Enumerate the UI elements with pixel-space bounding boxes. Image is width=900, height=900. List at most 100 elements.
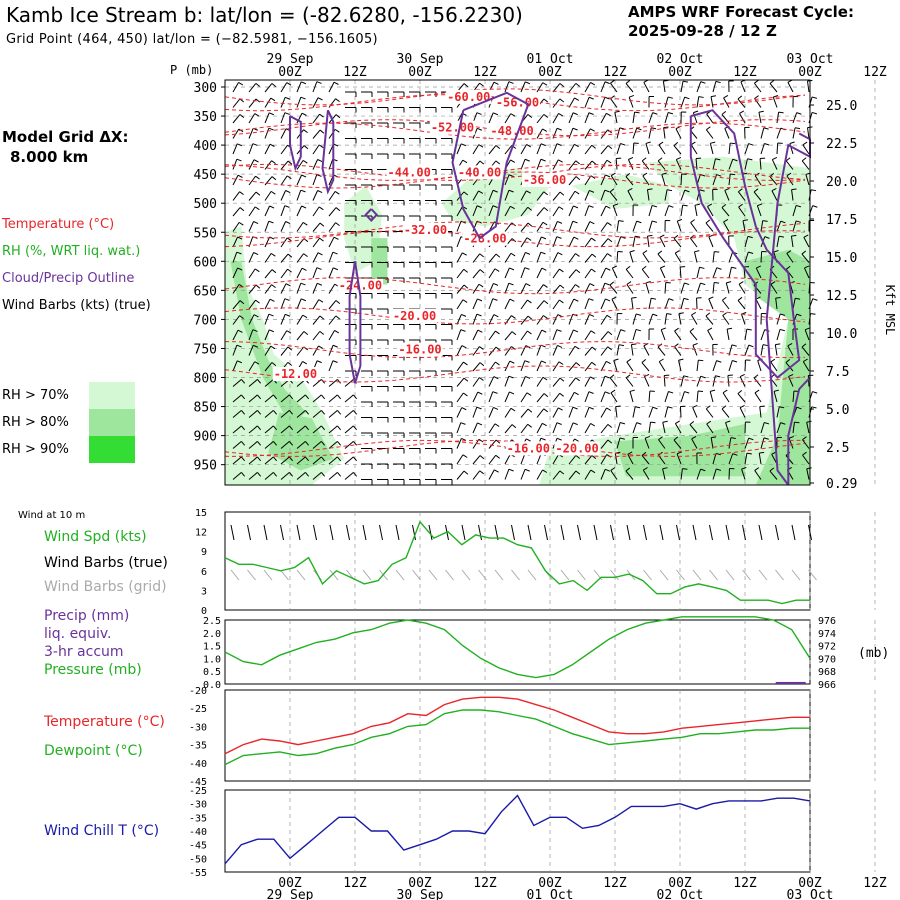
wind-barb	[312, 283, 318, 294]
wind-barb	[676, 220, 682, 232]
wind-barb	[472, 422, 478, 434]
wind-barb-flag	[463, 284, 469, 289]
wind-barb-flag	[742, 219, 749, 222]
temperature-contour-label: -32.00	[404, 223, 447, 237]
temperature-contour-label: -28.00	[463, 232, 506, 246]
surface-wind-barb	[775, 524, 779, 541]
wind-barb-flag	[318, 345, 324, 349]
wind-barb-flag	[661, 172, 667, 175]
wind-barb	[728, 437, 732, 449]
wind-barb-flag	[787, 343, 793, 347]
wind-barb	[472, 362, 481, 372]
wind-barb	[552, 159, 559, 170]
wind-barb-flag	[591, 346, 597, 351]
bottom-hour-label: 00Z	[278, 876, 302, 891]
wind-barb-flag	[607, 439, 613, 444]
wind-barb-flag	[607, 222, 612, 226]
wind-barb	[280, 298, 286, 310]
wind-barb-flag	[337, 394, 342, 400]
wind-barb-flag	[543, 207, 549, 212]
wind-barb-flag	[285, 221, 291, 225]
wind-barb-flag	[788, 435, 794, 439]
wind-barb	[264, 284, 272, 294]
wind-barb	[296, 441, 306, 449]
wind-barb	[675, 159, 682, 170]
wind-barb	[248, 345, 254, 356]
wind-barb-flag	[610, 79, 615, 84]
wind-barb	[504, 424, 513, 434]
wind-barb	[660, 329, 666, 341]
wind-barb-flag	[252, 143, 258, 146]
height-tick-label: 20.0	[826, 175, 857, 190]
wind-barb	[312, 252, 319, 263]
wind-barb	[296, 222, 304, 232]
wind-barb	[568, 83, 577, 93]
wind-barb-flag	[318, 299, 324, 303]
wind-barb-flag	[606, 407, 612, 411]
wind-barb-flag	[759, 405, 765, 408]
wind-barb	[758, 112, 762, 124]
wind-barb	[264, 314, 270, 325]
wind-barb-flag	[302, 314, 308, 319]
wind-barb	[680, 173, 683, 186]
wind-barb	[232, 345, 238, 356]
grid-wind-barb	[742, 569, 751, 581]
wind-barb	[600, 189, 606, 201]
wind-barb-flag	[721, 203, 727, 208]
height-tick-label: 25.0	[826, 99, 857, 114]
wind-barb-flag	[572, 406, 578, 410]
wind-chill-tick-label: -55	[189, 868, 207, 879]
wind-barb-flag	[284, 205, 290, 208]
wind-barb	[785, 455, 794, 465]
wind-barb-flag	[540, 143, 546, 147]
wind-barb-flag	[772, 156, 778, 160]
wind-barb	[680, 96, 686, 108]
wind-barb-flag	[463, 470, 469, 475]
wind-barb-flag	[607, 331, 613, 336]
wind-barb-flag	[241, 394, 246, 400]
wind-barb-flag	[239, 315, 244, 320]
wind-barb	[504, 391, 510, 403]
wind-barb	[312, 315, 321, 325]
wind-barb	[600, 145, 609, 155]
wind-barb-flag	[605, 267, 611, 271]
wind-barb	[737, 393, 746, 403]
wind-barb	[791, 189, 794, 201]
wind-barb-flag	[559, 191, 565, 196]
wind-barb	[725, 422, 730, 434]
wind-barb	[710, 96, 714, 108]
wind-barb-flag	[236, 158, 242, 162]
wind-barb-flag	[510, 159, 516, 163]
wind-barb-flag	[253, 314, 259, 318]
wind-barb	[806, 468, 810, 480]
top-hour-label: 00Z	[278, 65, 302, 80]
wind-barb	[488, 423, 496, 434]
wind-chill-tick-label: -40	[189, 827, 207, 838]
wind-barb-flag	[495, 330, 500, 335]
wind-barb	[328, 425, 338, 434]
grid-wind-barb	[791, 569, 801, 581]
wind-barb	[726, 329, 730, 341]
wind-barb-flag	[801, 343, 807, 348]
wind-barb-flag	[647, 188, 653, 191]
contour-label-background	[521, 172, 568, 187]
wind-barb	[584, 391, 590, 403]
wind-barb-flag	[613, 358, 619, 361]
wind-barb-flag	[661, 327, 667, 331]
wind-barb	[296, 253, 304, 263]
temperature-contour-label: -40.00	[458, 165, 501, 179]
wind-barb-flag	[257, 394, 262, 400]
wind-barb	[600, 439, 609, 449]
top-date-label: 02 Oct	[657, 52, 704, 67]
wind-barb-flag	[319, 330, 325, 335]
wind-barb	[568, 470, 577, 480]
wind-barb	[280, 205, 286, 217]
wind-barb-flag	[254, 268, 260, 273]
wind-barb-flag	[674, 343, 679, 348]
wind-barb-flag	[631, 343, 637, 346]
wind-barb	[344, 410, 354, 418]
wind-barb-flag	[605, 205, 611, 209]
wind-barb	[328, 222, 336, 232]
wind-barb-flag	[739, 373, 745, 378]
wind-barb-flag	[732, 360, 738, 363]
